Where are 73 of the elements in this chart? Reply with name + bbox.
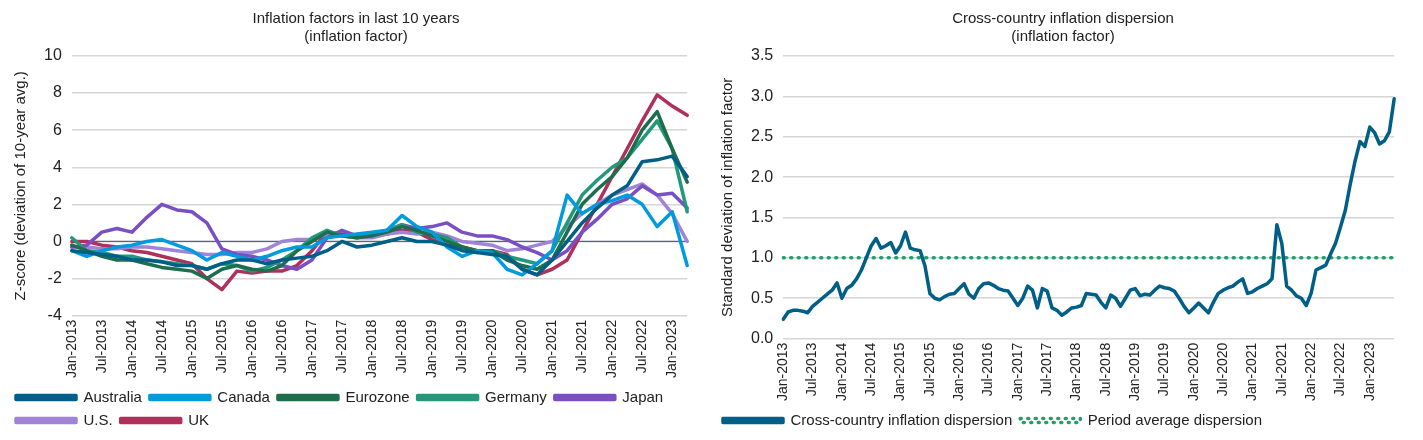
x-tick-label: Jul-2017: [1038, 342, 1055, 397]
x-tick-label: Jul-2021: [572, 319, 589, 374]
x-tick-label: Jul-2020: [512, 319, 529, 374]
x-tick-label: Jul-2014: [152, 319, 169, 374]
x-tick-label: Jul-2019: [452, 319, 469, 374]
chart-subtitle: (inflation factor): [304, 27, 408, 45]
x-tick-label: Jan-2014: [832, 342, 849, 402]
x-tick-label: Jul-2014: [862, 342, 879, 397]
y-axis-title: Z-score (deviation of 10-year avg.): [11, 71, 29, 301]
y-tick-label: 8: [52, 83, 62, 101]
y-tick-label: 1.0: [750, 248, 774, 266]
x-tick-label: Jul-2022: [1331, 342, 1348, 397]
x-tick-label: Jul-2019: [1155, 342, 1172, 397]
chart-subtitle: (inflation factor): [1011, 27, 1115, 45]
x-tick-label: Jan-2014: [122, 319, 139, 379]
x-tick-label: Jul-2015: [920, 342, 937, 397]
legend-label: Canada: [217, 387, 271, 405]
legend-label: Cross-country inflation dispersion: [790, 410, 1013, 428]
x-tick-label: Jan-2023: [1360, 342, 1377, 402]
x-tick-label: Jan-2015: [182, 319, 199, 379]
legend-label: Japan: [622, 387, 664, 405]
x-tick-label: Jan-2017: [1008, 342, 1025, 402]
y-tick-label: 1.5: [750, 207, 774, 225]
x-tick-label: Jan-2020: [1184, 342, 1201, 402]
y-tick-label: -4: [47, 306, 62, 324]
x-tick-label: Jan-2015: [891, 342, 908, 402]
x-tick-label: Jan-2013: [62, 319, 79, 379]
legend-label: Australia: [83, 387, 143, 405]
x-tick-label: Jul-2017: [332, 319, 349, 374]
y-tick-label: 3.5: [750, 46, 774, 64]
legend-label: U.S.: [83, 410, 113, 428]
y-tick-label: -2: [47, 268, 62, 286]
x-tick-label: Jan-2016: [242, 319, 259, 379]
x-tick-label: Jul-2013: [92, 319, 109, 374]
x-tick-label: Jul-2016: [272, 319, 289, 374]
x-tick-label: Jul-2013: [803, 342, 820, 397]
y-tick-label: 2.5: [750, 127, 774, 145]
y-tick-label: 3.0: [750, 86, 774, 104]
x-tick-label: Jan-2020: [482, 319, 499, 379]
y-axis-title: Standard deviation of inflation factor: [718, 77, 736, 317]
x-tick-label: Jan-2022: [603, 319, 620, 379]
y-tick-label: 4: [52, 157, 62, 175]
x-tick-label: Jan-2021: [542, 319, 559, 379]
y-tick-label: 0: [52, 231, 62, 249]
x-tick-label: Jan-2023: [663, 319, 680, 379]
x-tick-label: Jul-2020: [1213, 342, 1230, 397]
x-tick-label: Jul-2016: [979, 342, 996, 397]
x-tick-label: Jul-2018: [392, 319, 409, 374]
y-tick-label: 6: [52, 120, 62, 138]
legend-label: Eurozone: [345, 387, 410, 405]
legend-label: Germany: [485, 387, 548, 405]
x-tick-label: Jul-2018: [1096, 342, 1113, 397]
x-tick-label: Jan-2013: [774, 342, 791, 402]
x-tick-label: Jul-2015: [212, 319, 229, 374]
y-tick-label: 10: [44, 46, 62, 64]
y-tick-label: 0.0: [750, 329, 774, 347]
x-tick-label: Jan-2016: [950, 342, 967, 402]
x-tick-label: Jan-2019: [422, 319, 439, 379]
x-tick-label: Jan-2022: [1301, 342, 1318, 402]
y-tick-label: 2: [52, 194, 62, 212]
x-tick-label: Jul-2022: [633, 319, 650, 374]
x-tick-label: Jan-2018: [362, 319, 379, 379]
x-tick-label: Jan-2021: [1243, 342, 1260, 402]
x-tick-label: Jan-2019: [1126, 342, 1143, 402]
chart-title: Cross-country inflation dispersion: [952, 9, 1174, 27]
x-tick-label: Jan-2017: [302, 319, 319, 379]
x-tick-label: Jan-2018: [1067, 342, 1084, 402]
legend-label: Period average dispersion: [1087, 410, 1263, 428]
legend-label: UK: [188, 410, 210, 428]
chart-title: Inflation factors in last 10 years: [252, 9, 460, 27]
y-tick-label: 2.0: [750, 167, 774, 185]
y-tick-label: 0.5: [750, 288, 774, 306]
x-tick-label: Jul-2021: [1272, 342, 1289, 397]
